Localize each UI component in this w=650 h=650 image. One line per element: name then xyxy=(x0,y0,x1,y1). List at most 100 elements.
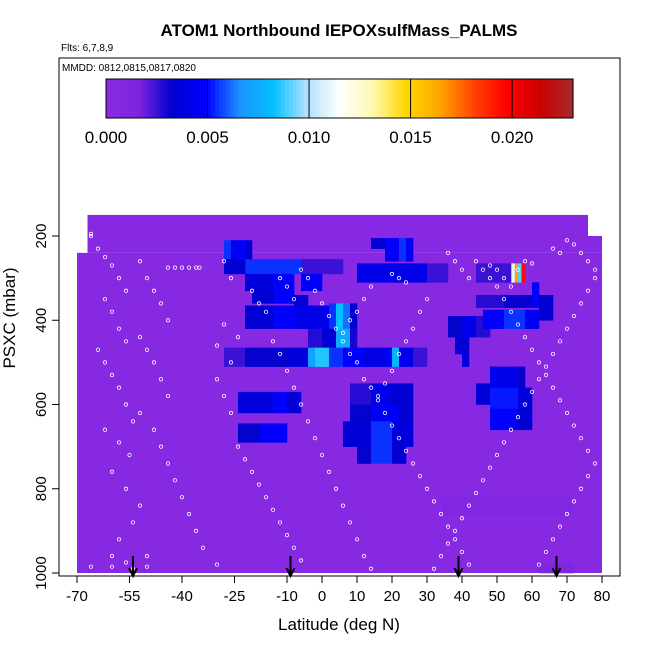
colorbar-segment xyxy=(351,79,356,118)
heatmap-cell xyxy=(308,347,316,367)
colorbar-segment xyxy=(382,79,387,118)
y-tick-label: 800 xyxy=(33,476,50,501)
colorbar-segment xyxy=(518,79,524,118)
heatmap-cell xyxy=(399,347,414,367)
heatmap-cell xyxy=(350,303,358,329)
sample-point xyxy=(221,322,227,327)
sample-point xyxy=(550,246,556,251)
sample-point xyxy=(494,267,500,272)
heatmap-cell xyxy=(385,347,393,367)
sample-point xyxy=(214,343,220,348)
flight-arrow xyxy=(453,556,464,579)
sample-point xyxy=(592,461,598,466)
sample-point xyxy=(221,259,227,264)
colorbar-segment xyxy=(569,79,574,118)
colorbar-segment xyxy=(452,79,457,118)
colorbar-segment xyxy=(456,79,461,118)
colorbar-segment xyxy=(460,79,465,118)
colorbar-segment xyxy=(296,79,302,118)
heatmap-cell xyxy=(343,421,372,447)
y-tick-label: 200 xyxy=(33,223,50,248)
sample-point xyxy=(214,377,220,382)
heatmap-cell xyxy=(511,263,515,283)
sample-point xyxy=(361,297,367,302)
colorbar-segment xyxy=(234,79,239,118)
heatmap-cell xyxy=(224,240,232,262)
sample-point xyxy=(109,309,115,314)
colorbar-segment xyxy=(471,79,477,118)
sample-point xyxy=(578,436,584,441)
sample-point xyxy=(221,393,227,399)
heatmap-cell xyxy=(476,383,491,405)
sample-point xyxy=(116,326,122,331)
sample-point xyxy=(263,309,269,314)
sample-point xyxy=(396,436,402,441)
heatmap-cell xyxy=(224,259,246,275)
colorbar-segment xyxy=(323,79,329,118)
colorbar-tick-label: 0.015 xyxy=(389,128,432,147)
heatmap-cell xyxy=(224,347,246,367)
heatmap-cell xyxy=(364,347,386,367)
colorbar-segment xyxy=(183,79,189,118)
colorbar-segment xyxy=(152,79,158,118)
sample-point xyxy=(263,495,269,500)
sample-point xyxy=(151,427,157,432)
sample-point xyxy=(487,276,493,281)
colorbar-segment xyxy=(491,79,496,118)
sample-point xyxy=(501,440,507,445)
sample-point xyxy=(228,360,234,365)
sample-point xyxy=(333,326,339,331)
sample-point xyxy=(127,452,132,458)
heatmap-cell xyxy=(371,238,386,249)
sample-point xyxy=(445,541,451,546)
x-tick-label: 30 xyxy=(419,588,436,605)
sample-point xyxy=(501,276,507,281)
heatmap-cell xyxy=(329,303,337,329)
sample-point xyxy=(333,486,339,491)
sample-point xyxy=(123,560,129,565)
heatmap-cell xyxy=(259,423,288,443)
colorbar-segment xyxy=(339,79,344,118)
sample-point xyxy=(550,385,556,390)
sample-point xyxy=(347,520,353,525)
colorbar-segment xyxy=(355,79,360,118)
sample-point xyxy=(88,231,94,236)
heatmap-cell xyxy=(518,387,533,410)
sample-point xyxy=(326,313,332,319)
sample-point xyxy=(137,410,143,416)
colorbar-segment xyxy=(413,79,418,118)
sample-point xyxy=(235,444,241,449)
colorbar-segment xyxy=(191,79,197,118)
sample-point xyxy=(102,297,108,302)
sample-point xyxy=(529,261,535,266)
sample-point xyxy=(123,339,129,344)
sample-point xyxy=(452,259,458,264)
colorbar-segment xyxy=(448,79,453,118)
y-tick-label: 1000 xyxy=(33,556,50,589)
colorbar-segment xyxy=(409,79,415,118)
x-tick-label: 20 xyxy=(384,588,401,605)
heatmap-cell xyxy=(357,263,428,283)
sample-point xyxy=(396,351,402,357)
sample-point xyxy=(571,242,577,247)
colorbar-segment xyxy=(199,79,204,118)
heatmap-cell xyxy=(231,240,239,262)
colorbar-segment xyxy=(230,79,236,118)
x-tick-label: -10 xyxy=(276,588,298,605)
flight-arrow-head xyxy=(453,567,464,579)
sample-point xyxy=(382,410,388,416)
colorbar-segment xyxy=(464,79,469,118)
sample-point xyxy=(270,507,276,512)
sample-point xyxy=(144,564,150,569)
flight-arrow xyxy=(551,556,562,579)
colorbar-segment xyxy=(425,79,430,118)
sample-point xyxy=(557,524,563,529)
colorbar-segment xyxy=(238,79,243,118)
colorbar-segment xyxy=(541,79,547,118)
heatmap-cell xyxy=(343,347,365,367)
sample-point xyxy=(557,339,563,344)
sample-point xyxy=(431,499,437,504)
colorbar-segment xyxy=(514,79,520,118)
y-tick-label: 400 xyxy=(33,308,50,333)
sample-point xyxy=(277,276,283,281)
